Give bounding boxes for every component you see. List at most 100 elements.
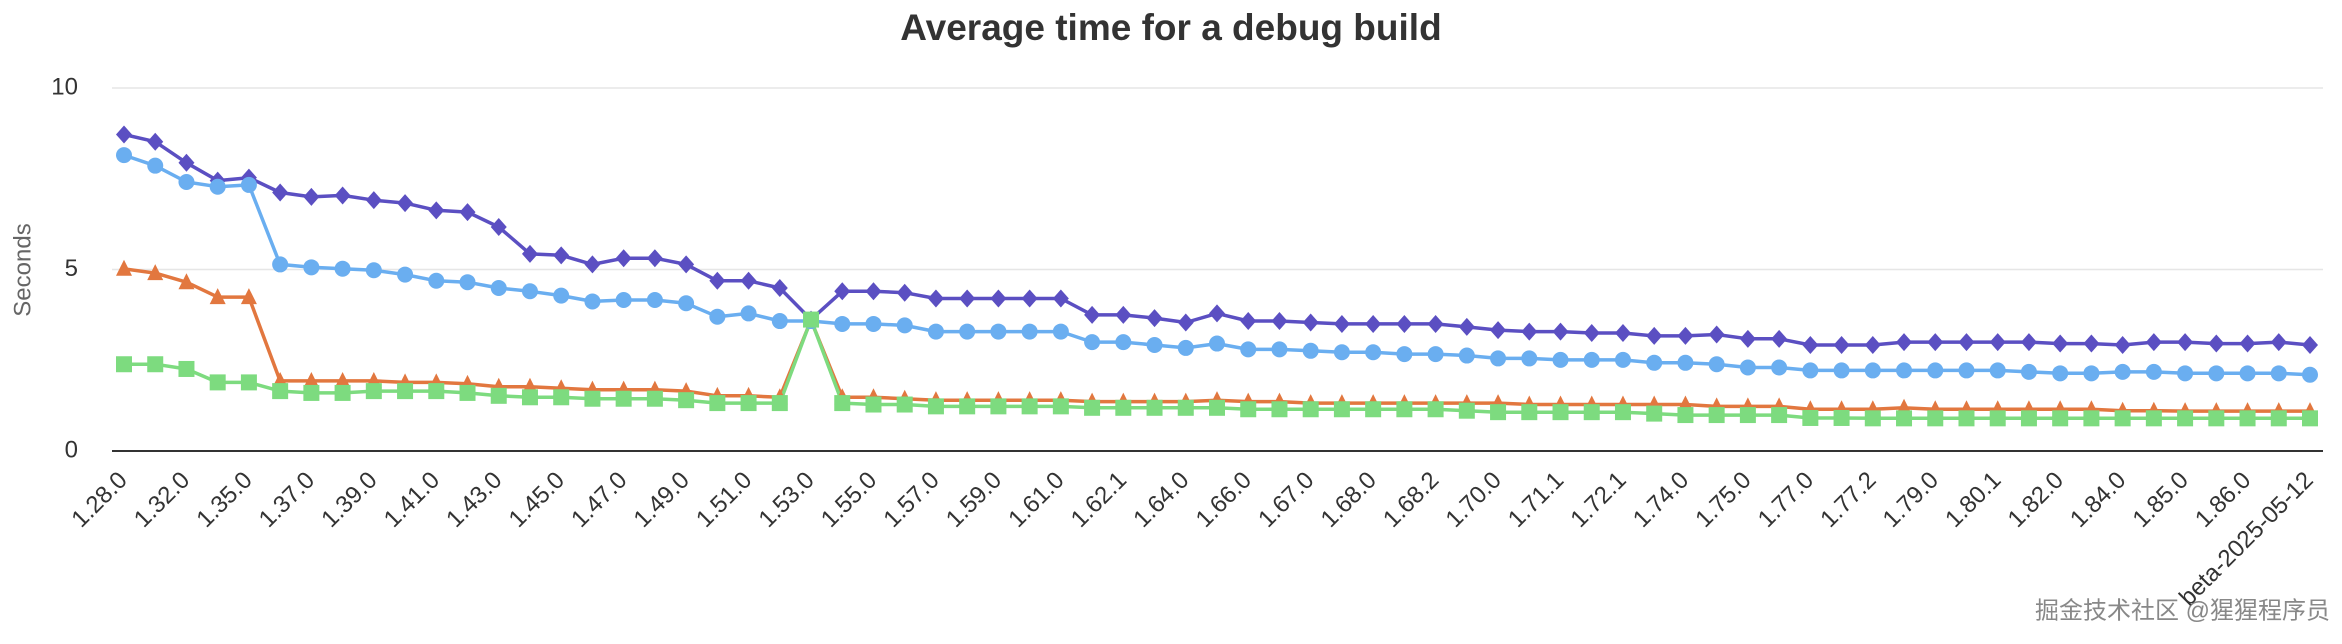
point: [803, 311, 820, 328]
x-tick-label: 1.75.0: [1690, 467, 1756, 533]
point: [2239, 365, 2256, 382]
y-tick-label: 5: [65, 255, 78, 282]
x-tick-label: 1.80.1: [1940, 467, 2006, 533]
point: [1490, 404, 1507, 421]
point: [1802, 409, 1819, 426]
x-tick-label: 1.72.1: [1565, 467, 1631, 533]
point: [1209, 399, 1225, 416]
point: [1115, 334, 1132, 351]
point: [1209, 304, 1225, 323]
y-tick-label: 10: [51, 73, 78, 100]
point: [1396, 314, 1413, 333]
point: [2270, 365, 2287, 382]
point: [1614, 324, 1631, 343]
point: [709, 308, 726, 325]
point: [1427, 346, 1444, 363]
point: [959, 398, 976, 415]
point: [2302, 336, 2318, 355]
point: [2177, 410, 2194, 427]
x-tick-label: 1.70.0: [1441, 467, 1507, 533]
point: [1271, 312, 1288, 331]
point: [2114, 410, 2131, 427]
point: [1802, 336, 1819, 355]
point: [1115, 399, 1132, 416]
point: [896, 317, 913, 334]
point: [615, 390, 632, 407]
point: [1927, 410, 1944, 427]
point: [1240, 312, 1257, 331]
point: [2208, 365, 2225, 382]
point: [2145, 333, 2162, 352]
point: [272, 183, 289, 202]
x-tick-label: 1.45.0: [504, 467, 570, 533]
point: [2208, 334, 2225, 353]
point: [1864, 362, 1881, 379]
chart-title: Average time for a debug build: [900, 7, 1441, 48]
point: [771, 279, 788, 298]
point: [116, 125, 132, 144]
point: [927, 323, 944, 340]
point: [1396, 401, 1413, 418]
point: [1427, 401, 1444, 418]
point: [1177, 339, 1194, 356]
point: [1833, 409, 1850, 426]
point: [2114, 336, 2131, 355]
point: [740, 271, 757, 290]
point: [2020, 333, 2037, 352]
point: [116, 147, 132, 164]
point: [1989, 410, 2006, 427]
point: [2239, 410, 2256, 427]
point: [865, 315, 882, 332]
point: [428, 272, 445, 289]
point: [1771, 329, 1788, 348]
point: [678, 392, 695, 409]
point: [1583, 404, 1600, 421]
point: [2083, 365, 2100, 382]
point: [990, 398, 1007, 415]
point: [1146, 337, 1163, 354]
point: [1583, 351, 1600, 368]
point: [1552, 322, 1569, 341]
point: [334, 260, 351, 277]
point: [2145, 363, 2162, 380]
point: [1896, 362, 1913, 379]
point: [1115, 305, 1132, 324]
point: [2270, 410, 2287, 427]
point: [2177, 333, 2194, 352]
point: [334, 371, 351, 388]
point: [1958, 333, 1975, 352]
point: [365, 191, 382, 210]
point: [1021, 323, 1038, 340]
point: [303, 384, 320, 401]
point: [2270, 333, 2287, 352]
point: [771, 313, 788, 330]
x-tick-label: 1.79.0: [1878, 467, 1944, 533]
point: [834, 282, 851, 301]
point: [553, 287, 570, 304]
point: [334, 186, 351, 205]
point: [1989, 333, 2006, 352]
point: [678, 295, 695, 312]
point: [178, 153, 195, 172]
point: [2052, 334, 2069, 353]
point: [2239, 334, 2256, 353]
point: [1583, 324, 1600, 343]
x-tick-label: 1.59.0: [941, 467, 1007, 533]
point: [1458, 402, 1475, 419]
point: [959, 289, 976, 308]
point: [178, 273, 195, 290]
point: [1646, 354, 1663, 371]
x-tick-label: 1.47.0: [566, 467, 632, 533]
point: [865, 396, 882, 413]
point: [1614, 351, 1631, 368]
point: [303, 371, 320, 388]
point: [1240, 341, 1257, 358]
point: [365, 262, 382, 279]
point: [240, 374, 257, 391]
point: [1864, 410, 1881, 427]
point: [553, 389, 570, 406]
point: [147, 264, 164, 281]
point: [1240, 401, 1257, 418]
x-tick-label: 1.84.0: [2065, 467, 2131, 533]
